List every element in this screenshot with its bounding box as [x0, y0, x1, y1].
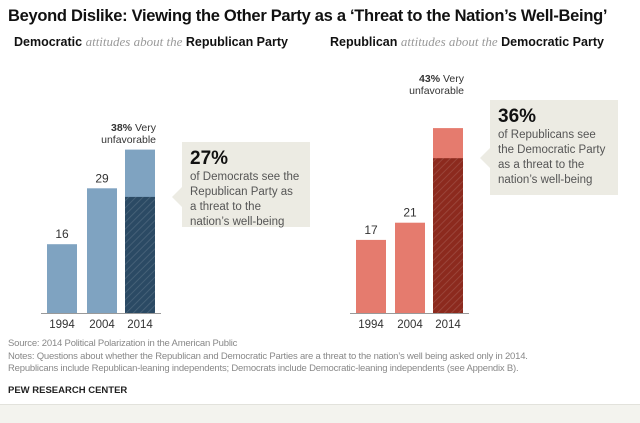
left-callout: 27% of Democrats see the Republican Part… — [172, 142, 310, 228]
source-note: Source: 2014 Political Polarization in t… — [8, 338, 238, 349]
year-tick-label: 2004 — [89, 319, 115, 331]
subtitle-group: Republican — [330, 35, 398, 49]
footnotes: Source: 2014 Political Polarization in t… — [8, 338, 528, 376]
callout-value: 27% — [190, 148, 229, 169]
year-tick-label: 2014 — [435, 319, 461, 331]
subtitle-middle: attitudes about the — [400, 34, 498, 49]
bar-1994 — [47, 244, 77, 313]
year-tick-label: 1994 — [49, 319, 75, 331]
notes-line-1: Notes: Questions about whether the Repub… — [8, 350, 528, 362]
bar-2004 — [87, 188, 117, 313]
year-tick-label: 2014 — [127, 319, 153, 331]
right-callout: 36% of Republicans see the Democratic Pa… — [480, 100, 618, 195]
page-curl-strip — [0, 404, 640, 423]
pew-logo-text: PEW RESEARCH CENTER — [8, 385, 128, 396]
subtitle-target: Democratic Party — [501, 35, 604, 49]
right-subtitle: Republican attitudes about the Democrati… — [330, 34, 604, 50]
value-label: 21 — [403, 206, 417, 220]
subtitle-group: Democratic — [14, 35, 83, 49]
callout-text: of Republicans see the Democratic Party … — [498, 129, 606, 186]
bar-1994 — [356, 239, 386, 313]
year-tick-label: 2004 — [397, 319, 423, 331]
callout-text: of Democrats see the Republican Party as… — [190, 171, 300, 228]
notes-line-2: Republicans include Republican-leaning i… — [8, 363, 519, 374]
subtitle-target: Republican Party — [185, 35, 288, 49]
year-tick-label: 1994 — [358, 319, 384, 331]
value-label: 16 — [55, 227, 69, 241]
value-label: 29 — [95, 171, 109, 185]
bar-2004 — [395, 222, 425, 313]
left-subtitle: Democratic attitudes about the Republica… — [14, 34, 288, 50]
left-annotation: 38% Very unfavorable — [101, 122, 156, 146]
subtitle-middle: attitudes about the — [85, 34, 183, 49]
threat-hatch-2014 — [125, 196, 155, 313]
threat-hatch-2014 — [433, 158, 463, 313]
value-label: 17 — [364, 223, 378, 237]
right-annotation: 43% Very unfavorable — [409, 73, 464, 97]
callout-value: 36% — [498, 106, 537, 127]
chart-title: Beyond Dislike: Viewing the Other Party … — [8, 7, 608, 25]
